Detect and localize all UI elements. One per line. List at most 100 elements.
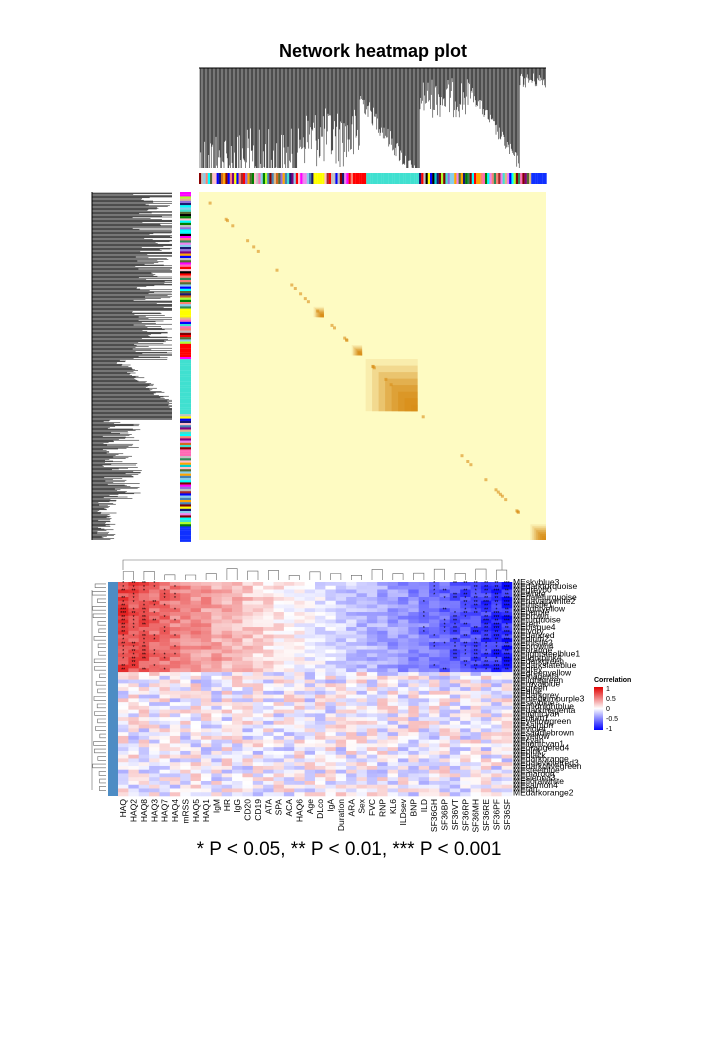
heatmap-cell [180, 717, 191, 722]
module-color-cell [180, 475, 191, 479]
heatmap-cell [356, 735, 368, 740]
module-color-cell [282, 173, 285, 184]
column-label: KL6 [388, 799, 398, 814]
heatmap-cell [149, 585, 160, 590]
heatmap-cell [501, 717, 513, 722]
heatmap-cell [325, 750, 337, 755]
heatmap-cell [501, 754, 513, 759]
dendrogram-branch [98, 651, 106, 656]
heatmap-cell [252, 743, 264, 748]
heatmap-cell [449, 747, 461, 752]
column-label: SF36RP [460, 799, 470, 831]
module-color-cell [469, 173, 472, 184]
significance-mark: ** [121, 630, 125, 636]
heatmap-cell [149, 777, 160, 782]
heatmap-cell [200, 668, 212, 673]
heatmap-cell [232, 784, 243, 789]
heatmap-cell [439, 762, 451, 767]
heatmap-cell [273, 747, 285, 752]
heatmap-cell [366, 732, 378, 737]
heatmap-cell [252, 777, 264, 782]
heatmap-cell [128, 683, 140, 688]
heatmap-cell [366, 713, 378, 718]
heatmap-cell [180, 762, 191, 767]
heatmap-cell [118, 597, 129, 602]
module-color-cell [180, 412, 191, 415]
heatmap-cell [470, 683, 482, 688]
tom-diagonal-cell [413, 406, 417, 410]
module-color-cell [180, 524, 191, 527]
significance-mark: ** [484, 581, 488, 587]
heatmap-cell [190, 758, 202, 763]
heatmap-cell [460, 717, 471, 722]
heatmap-cell [460, 754, 471, 759]
heatmap-cell [377, 754, 388, 759]
heatmap-cell [169, 634, 181, 639]
row-label: MEgreenyellow [513, 667, 572, 677]
heatmap-cell [294, 623, 305, 628]
module-color-cell [180, 247, 191, 250]
heatmap-cell [149, 630, 160, 635]
row-label: MEmediumpurple3 [513, 694, 585, 704]
heatmap-cell [387, 705, 399, 710]
heatmap-cell [221, 653, 233, 658]
tom-diagonal-cell [516, 510, 520, 514]
heatmap-cell [408, 765, 419, 771]
heatmap-cell [377, 582, 388, 587]
heatmap-cell [211, 735, 222, 740]
heatmap-cell [429, 769, 440, 774]
heatmap-cell [418, 720, 430, 725]
heatmap-cell [273, 630, 285, 635]
heatmap-cell [128, 724, 140, 729]
heatmap-cell [263, 585, 274, 590]
heatmap-cell [335, 762, 347, 767]
heatmap-cell [377, 698, 388, 703]
heatmap-cell [501, 589, 513, 594]
heatmap-cell [397, 743, 409, 748]
heatmap-cell [491, 664, 502, 669]
heatmap-cell [169, 694, 181, 699]
heatmap-cell [366, 780, 378, 786]
heatmap-cell [418, 679, 430, 684]
heatmap-cell [283, 585, 295, 590]
heatmap-cell [460, 657, 471, 662]
heatmap-cell [283, 788, 295, 793]
heatmap-cell [138, 773, 150, 778]
heatmap-cell [460, 672, 471, 677]
significance-mark: *** [504, 653, 510, 659]
significance-mark: * [464, 596, 466, 602]
module-color-cell [287, 173, 290, 184]
heatmap-cell [346, 627, 357, 632]
heatmap-cell [449, 664, 461, 669]
heatmap-cell [315, 653, 326, 658]
heatmap-cell [429, 720, 440, 725]
heatmap-cell [501, 638, 513, 643]
heatmap-cell [190, 709, 202, 714]
heatmap-cell [480, 645, 492, 650]
heatmap-cell [408, 668, 419, 673]
heatmap-cell [169, 619, 181, 624]
tom-diagonal-cell [494, 488, 498, 492]
heatmap-cell [356, 747, 368, 752]
heatmap-cell [480, 713, 492, 718]
heatmap-cell [439, 713, 451, 718]
module-color-cell [180, 486, 191, 490]
heatmap-cell [128, 582, 140, 587]
heatmap-cell [252, 713, 264, 718]
heatmap-cell [149, 694, 160, 699]
heatmap-cell [449, 597, 461, 602]
heatmap-cell [118, 709, 129, 714]
heatmap-cell [128, 765, 140, 771]
heatmap-cell [397, 690, 409, 695]
heatmap-cell [149, 593, 160, 598]
significance-mark: *** [504, 638, 510, 644]
heatmap-cell [200, 604, 212, 609]
heatmap-cell [470, 732, 482, 737]
heatmap-cell [263, 735, 274, 740]
heatmap-cell [169, 717, 181, 722]
heatmap-cell [315, 604, 326, 609]
heatmap-cell [180, 675, 191, 680]
heatmap-cell [149, 720, 160, 725]
heatmap-cell [138, 743, 150, 748]
heatmap-cell [470, 750, 482, 755]
